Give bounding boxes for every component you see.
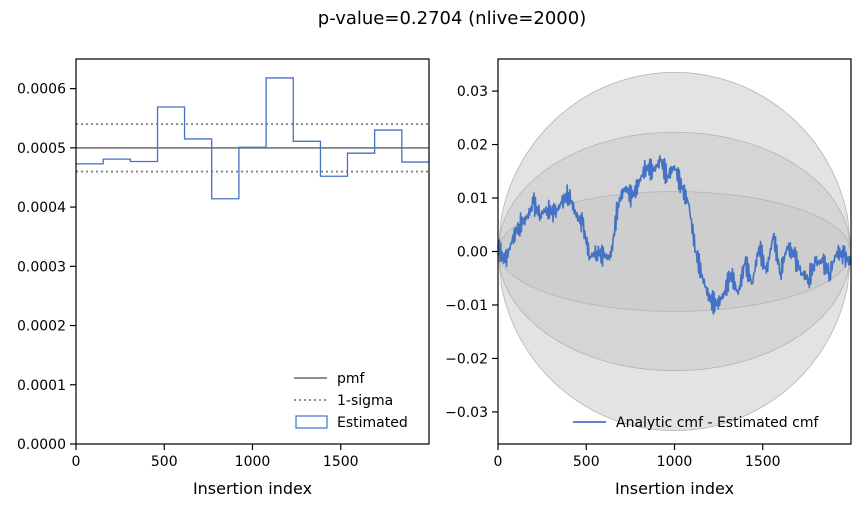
left-ytick-label: 0.0002: [17, 319, 66, 335]
right-panel: 0 500 1000 1500 −0.03 −0.02 −0.01 0.00 0.01 0.02 0…: [445, 58, 852, 498]
legend-pmf-label: pmf: [337, 371, 366, 387]
left-xtick-label: 500: [151, 454, 178, 470]
legend-diff-label: Analytic cmf - Estimated cmf: [616, 415, 819, 431]
right-ytick-label: 0.00: [457, 245, 488, 261]
right-legend: Analytic cmf - Estimated cmf: [573, 415, 819, 431]
left-ytick-label: 0.0001: [17, 378, 66, 394]
right-axes-frame: [497, 58, 852, 445]
right-ytick-label: −0.02: [445, 351, 488, 367]
left-legend: pmf 1-sigma Estimated: [294, 371, 408, 431]
left-ticks: 0 500 1000 1500 0.0000 0.0001 0.0002 0.0003 0.00…: [17, 82, 359, 470]
right-ticks: 0 500 1000 1500 −0.03 −0.02 −0.01 0.00 0.01 0.02 0…: [445, 84, 780, 470]
suptitle: p-value=0.2704 (nlive=2000): [318, 8, 586, 29]
left-plot-area: [76, 77, 429, 200]
legend-sigma-label: 1-sigma: [337, 393, 393, 409]
cmf-difference-line: [497, 155, 852, 315]
right-ytick-label: −0.03: [445, 405, 488, 421]
left-xtick-label: 1000: [235, 454, 271, 470]
right-plot-area: [497, 72, 852, 432]
right-ytick-label: 0.02: [457, 138, 488, 154]
right-xtick-label: 1000: [657, 454, 693, 470]
left-xtick-label: 1500: [323, 454, 359, 470]
left-panel: 0 500 1000 1500 0.0000 0.0001 0.0002 0.0003 0.00…: [17, 58, 430, 498]
right-xtick-label: 1500: [745, 454, 781, 470]
estimated-histogram: [76, 77, 429, 200]
left-ytick-label: 0.0005: [17, 141, 66, 157]
right-ytick-label: −0.01: [445, 298, 488, 314]
left-ytick-label: 0.0006: [17, 82, 66, 98]
left-xlabel: Insertion index: [193, 479, 312, 498]
left-xtick-label: 0: [72, 454, 81, 470]
right-ytick-label: 0.03: [457, 84, 488, 100]
legend-estimated-swatch: [295, 415, 328, 429]
legend-estimated-label: Estimated: [337, 415, 408, 431]
right-ytick-label: 0.01: [457, 191, 488, 207]
left-ytick-label: 0.0003: [17, 259, 66, 275]
right-xtick-label: 0: [494, 454, 503, 470]
right-xtick-label: 500: [573, 454, 600, 470]
left-ytick-label: 0.0004: [17, 200, 66, 216]
left-ytick-label: 0.0000: [17, 437, 66, 453]
left-axes-frame: [75, 58, 430, 445]
right-xlabel: Insertion index: [615, 479, 734, 498]
